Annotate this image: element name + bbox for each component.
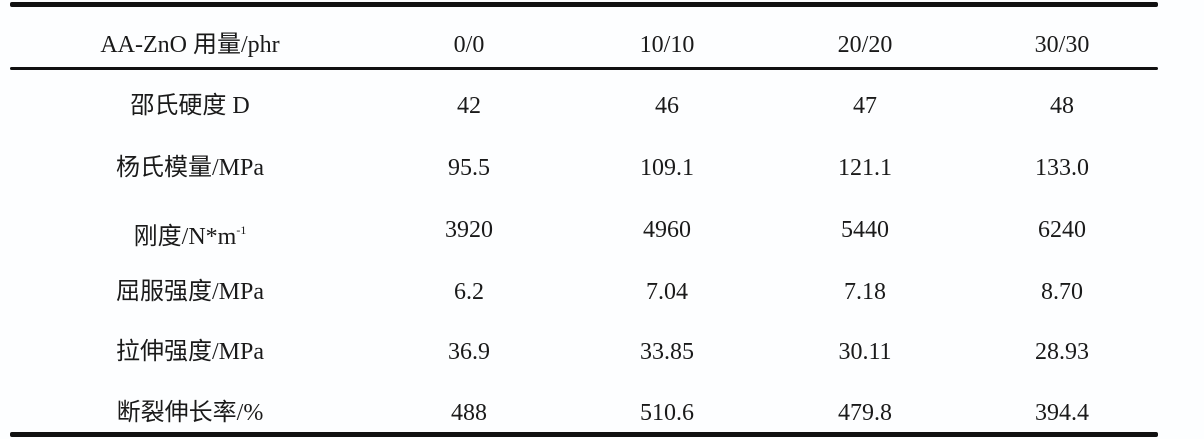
table-cell: 28.93 [1035, 339, 1089, 365]
header-cell: 10/10 [639, 32, 695, 58]
table-cell: 510.6 [640, 400, 694, 426]
table-cell: 6240 [1038, 217, 1086, 243]
table-cell: 6.2 [454, 279, 484, 305]
row-label: 断裂伸长率/% [117, 393, 264, 433]
table-row: 断裂伸长率/% 488 510.6 479.8 394.4 [10, 393, 1158, 433]
table-cell: 36.9 [448, 339, 490, 365]
bottom-rule [10, 432, 1158, 437]
row-label: 刚度/N*m-1 [134, 210, 247, 250]
row-label: 杨氏模量/MPa [116, 148, 264, 188]
table-cell: 48 [1050, 93, 1074, 119]
header-cell: AA-ZnO 用量/phr [100, 32, 280, 58]
table-row: 邵氏硬度 D 42 46 47 48 [10, 86, 1158, 126]
table-cell: 47 [853, 93, 877, 119]
table-cell: 8.70 [1041, 279, 1083, 305]
header-cell: 30/30 [1034, 32, 1090, 58]
table-cell: 4960 [643, 217, 691, 243]
table-cell: 46 [655, 93, 679, 119]
row-label-text: 断裂伸长率/% [116, 400, 264, 426]
table-row: 屈服强度/MPa 6.2 7.04 7.18 8.70 [10, 272, 1158, 312]
row-label-text: 杨氏模量/MPa [115, 155, 265, 181]
table-cell: 3920 [445, 217, 493, 243]
table-cell: 121.1 [838, 155, 892, 181]
table-cell: 394.4 [1035, 400, 1089, 426]
table-header-row: AA-ZnO 用量/phr 0/0 10/10 20/20 30/30 [10, 25, 1158, 65]
table-row: 拉伸强度/MPa 36.9 33.85 30.11 28.93 [10, 332, 1158, 372]
header-rule [10, 67, 1158, 70]
row-label-superscript: -1 [236, 223, 247, 237]
row-label-text: 邵氏硬度 D [130, 93, 250, 119]
header-cell: 0/0 [453, 32, 485, 58]
table-cell: 7.04 [646, 279, 688, 305]
table-cell: 5440 [841, 217, 889, 243]
table-cell: 479.8 [838, 400, 892, 426]
row-label: 邵氏硬度 D [130, 86, 249, 126]
row-label-text: 屈服强度/MPa [115, 279, 265, 305]
row-label-text: 刚度/N*m [133, 224, 237, 250]
table-cell: 33.85 [640, 339, 694, 365]
table-cell: 95.5 [448, 155, 490, 181]
table-cell: 42 [457, 93, 481, 119]
row-label-text: 拉伸强度/MPa [115, 339, 265, 365]
table-cell: 7.18 [844, 279, 886, 305]
table-cell: 30.11 [838, 339, 892, 365]
header-cell: 20/20 [837, 32, 893, 58]
table-row: 刚度/N*m-1 3920 4960 5440 6240 [10, 210, 1158, 250]
table-cell: 133.0 [1035, 155, 1089, 181]
row-label: 拉伸强度/MPa [116, 332, 264, 372]
table-cell: 488 [451, 400, 487, 426]
table-row: 杨氏模量/MPa 95.5 109.1 121.1 133.0 [10, 148, 1158, 188]
table-cell: 109.1 [640, 155, 694, 181]
top-rule [10, 2, 1158, 7]
row-label: 屈服强度/MPa [116, 272, 264, 312]
